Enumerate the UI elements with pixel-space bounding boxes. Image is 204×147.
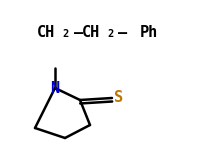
Text: Ph: Ph xyxy=(139,25,157,40)
Text: S: S xyxy=(113,91,123,106)
Text: N: N xyxy=(50,81,59,96)
Text: —: — xyxy=(118,25,127,40)
Text: —: — xyxy=(74,25,83,40)
Text: 2: 2 xyxy=(106,29,113,39)
Text: CH: CH xyxy=(37,25,55,40)
Text: 2: 2 xyxy=(62,29,68,39)
Text: CH: CH xyxy=(81,25,100,40)
